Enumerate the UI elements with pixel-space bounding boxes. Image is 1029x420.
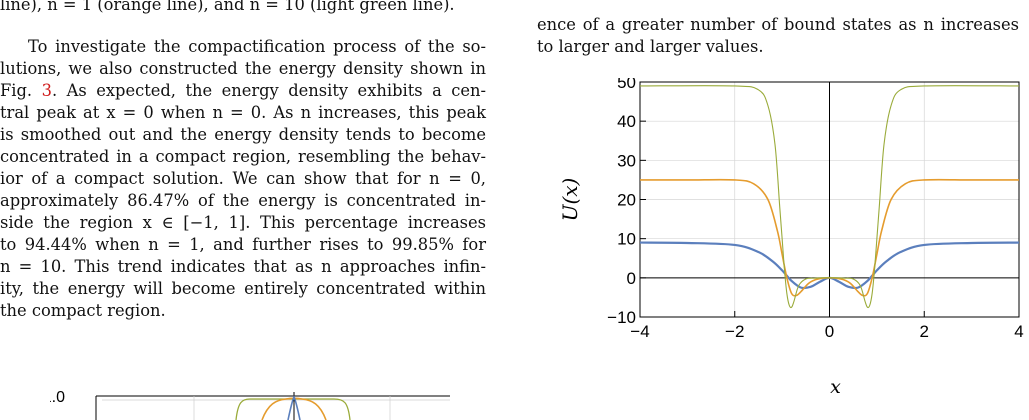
paragraph-line-with-ref: Fig. 3. As expected, the energy density …: [0, 81, 486, 100]
green-potential-curve: [639, 85, 1020, 309]
paragraph-line: side the region x ∈ [−1, 1]. This percen…: [0, 213, 486, 232]
paragraph-line: ior of a compact solution. We can show t…: [0, 169, 486, 188]
x-tick-label: −4: [630, 322, 649, 341]
paragraph-line: approximately 86.47% of the energy is co…: [0, 191, 486, 210]
paragraph-line: concentrated in a compact region, resemb…: [0, 147, 486, 166]
blue-energy-curve: [287, 395, 301, 420]
caption-tail: line), n = 1 (orange line), and n = 10 (…: [0, 0, 455, 14]
paragraph-line: n = 10. This trend indicates that as n a…: [0, 257, 486, 276]
y-axis-title: U(x): [558, 178, 582, 222]
paragraph-line: is smoothed out and the energy density t…: [0, 125, 486, 144]
paragraph-line: tral peak at x = 0 when n = 0. As n incr…: [0, 103, 486, 122]
cropped-text-line: values increase as n increases. This imp…: [537, 0, 1019, 2]
y-tick-label: 30: [617, 151, 636, 170]
paragraph-line: ity, the energy will become entirely con…: [0, 279, 486, 298]
paragraph-line: To investigate the compactification proc…: [28, 37, 486, 56]
x-tick-label: 2: [920, 322, 929, 341]
x-tick-label: −2: [725, 322, 744, 341]
text-line: ence of a greater number of bound states…: [537, 15, 1019, 34]
x-tick-label: 0: [825, 322, 834, 341]
y-tick-label: −10: [607, 308, 636, 327]
y-tick-label: 20: [617, 191, 636, 210]
x-tick-label: 4: [1014, 322, 1023, 341]
y-tick-label: 50: [617, 78, 636, 92]
paragraph-line: lutions, we also constructed the energy …: [0, 59, 486, 78]
y-tick-label: 0: [627, 269, 636, 288]
paragraph-line: to 94.44% when n = 1, and further rises …: [0, 235, 486, 254]
tick-label-y: 1.0: [50, 389, 65, 406]
partial-energy-plot: 1.0: [50, 389, 450, 420]
text-line: to larger and larger values.: [537, 37, 764, 56]
x-axis-title: x: [830, 376, 841, 398]
y-tick-label: 40: [617, 112, 636, 131]
paragraph-line: the compact region.: [0, 301, 166, 320]
figure-ref-link[interactable]: 3: [41, 81, 52, 100]
potential-chart: −4 −2 0 2 4 −10 0 10 20 30 40 50 x U(x): [558, 78, 1024, 398]
y-tick-label: 10: [617, 230, 636, 249]
